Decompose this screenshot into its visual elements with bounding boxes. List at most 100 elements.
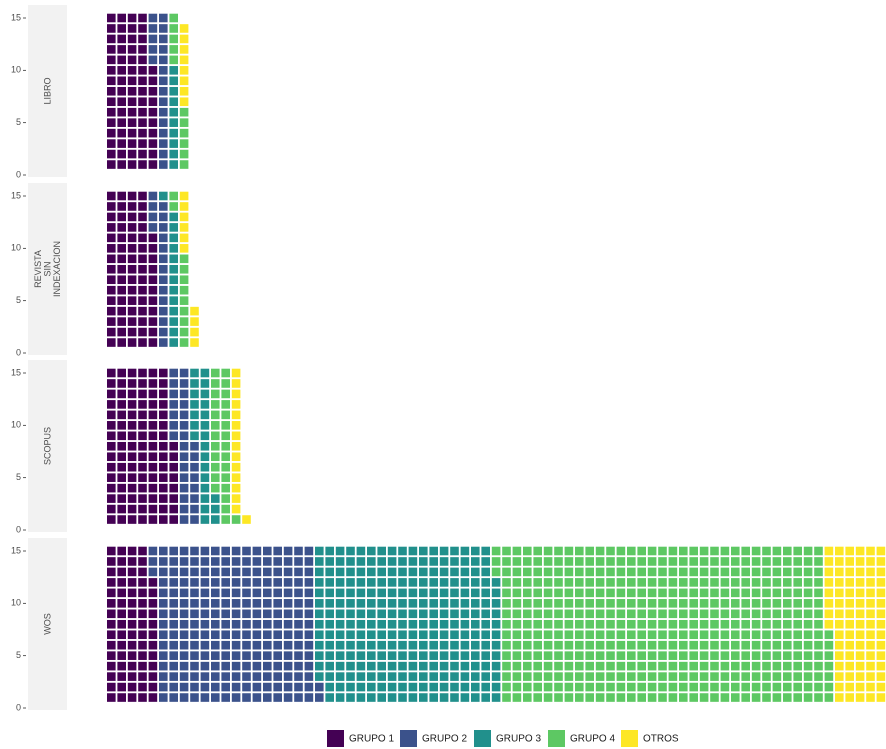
waffle-cell: [679, 599, 688, 608]
waffle-cell: [159, 233, 168, 243]
waffle-cell: [616, 640, 626, 650]
waffle-cell: [367, 609, 376, 619]
waffle-cell: [408, 672, 418, 681]
waffle-cell: [169, 24, 178, 33]
waffle-cell: [803, 682, 813, 692]
waffle-cell: [117, 338, 126, 347]
waffle-cell: [148, 515, 158, 524]
waffle-cell: [491, 567, 501, 577]
waffle-cell: [377, 661, 386, 671]
waffle-cell: [159, 66, 168, 75]
waffle-cell: [762, 661, 771, 671]
waffle-cell: [689, 693, 698, 702]
waffle-group: [211, 368, 241, 524]
waffle-cell: [179, 296, 189, 305]
waffle-cell: [169, 97, 178, 107]
waffle-cell: [190, 441, 199, 451]
waffle-cell: [346, 693, 355, 702]
waffle-cell: [762, 578, 771, 587]
waffle-cell: [117, 317, 126, 326]
waffle-cell: [179, 431, 189, 441]
waffle-cell: [699, 682, 709, 692]
waffle-cell: [575, 672, 584, 681]
waffle-cell: [855, 651, 865, 660]
waffle-cell: [408, 693, 418, 702]
waffle-cell: [367, 567, 376, 577]
waffle-cell: [159, 306, 168, 316]
waffle-cell: [179, 139, 189, 148]
waffle-cell: [221, 630, 230, 640]
waffle-cell: [845, 661, 854, 671]
waffle-cell: [263, 578, 272, 587]
waffle-cell: [731, 567, 740, 577]
waffle-cell: [148, 317, 158, 326]
waffle-cell: [356, 693, 366, 702]
waffle-cell: [252, 682, 262, 692]
waffle-cell: [107, 128, 116, 138]
waffle-cell: [242, 661, 251, 671]
waffle-cell: [419, 661, 428, 671]
waffle-cell: [554, 588, 563, 598]
waffle-cell: [304, 567, 314, 577]
waffle-cell: [211, 515, 220, 524]
waffle-cell: [335, 682, 345, 692]
waffle-cell: [595, 546, 605, 556]
waffle-group: [169, 368, 199, 524]
waffle-cell: [190, 672, 199, 681]
waffle-cell: [408, 661, 418, 671]
waffle-cell: [595, 578, 605, 587]
waffle-cell: [471, 619, 480, 629]
waffle-cell: [325, 651, 334, 660]
waffle-cell: [169, 202, 178, 211]
waffle-cell: [408, 619, 418, 629]
waffle-cell: [127, 368, 137, 378]
waffle-cell: [502, 619, 511, 629]
waffle-cell: [159, 275, 168, 285]
waffle-cell: [502, 682, 511, 692]
waffle-cell: [575, 546, 584, 556]
waffle-cell: [304, 557, 314, 566]
waffle-cell: [783, 661, 792, 671]
waffle-cell: [148, 431, 158, 441]
waffle-cell: [523, 630, 532, 640]
waffle-cell: [117, 640, 126, 650]
waffle-cell: [211, 640, 220, 650]
waffle-cell: [263, 619, 272, 629]
waffle-cell: [554, 546, 563, 556]
waffle-cell: [450, 588, 459, 598]
waffle-cell: [231, 599, 241, 608]
waffle-cell: [408, 578, 418, 587]
waffle-cell: [169, 389, 178, 399]
waffle-cell: [148, 24, 158, 33]
waffle-cell: [491, 557, 501, 566]
waffle-cell: [595, 693, 605, 702]
waffle-cell: [429, 640, 438, 650]
waffle-cell: [824, 672, 834, 681]
waffle-cell: [741, 693, 750, 702]
waffle-cell: [741, 609, 750, 619]
waffle-cell: [211, 494, 220, 503]
waffle-cell: [793, 682, 802, 692]
waffle-cell: [377, 609, 386, 619]
waffle-cell: [575, 567, 584, 577]
waffle-cell: [460, 693, 470, 702]
waffle-cell: [325, 630, 334, 640]
y-tick-label: 15: [11, 367, 21, 377]
waffle-cell: [658, 682, 667, 692]
waffle-cell: [148, 296, 158, 305]
waffle-cell: [252, 661, 262, 671]
waffle-cell: [231, 693, 241, 702]
waffle-cell: [491, 672, 501, 681]
waffle-cell: [159, 338, 168, 347]
waffle-cell: [356, 630, 366, 640]
waffle-cell: [783, 546, 792, 556]
waffle-cell: [231, 431, 241, 441]
waffle-cell: [179, 327, 189, 337]
waffle-cell: [668, 588, 678, 598]
waffle-cell: [169, 599, 178, 608]
waffle-cell: [668, 578, 678, 587]
facet-strip: [28, 538, 67, 710]
waffle-cell: [543, 651, 553, 660]
waffle-cell: [606, 567, 615, 577]
waffle-cell: [117, 244, 126, 253]
